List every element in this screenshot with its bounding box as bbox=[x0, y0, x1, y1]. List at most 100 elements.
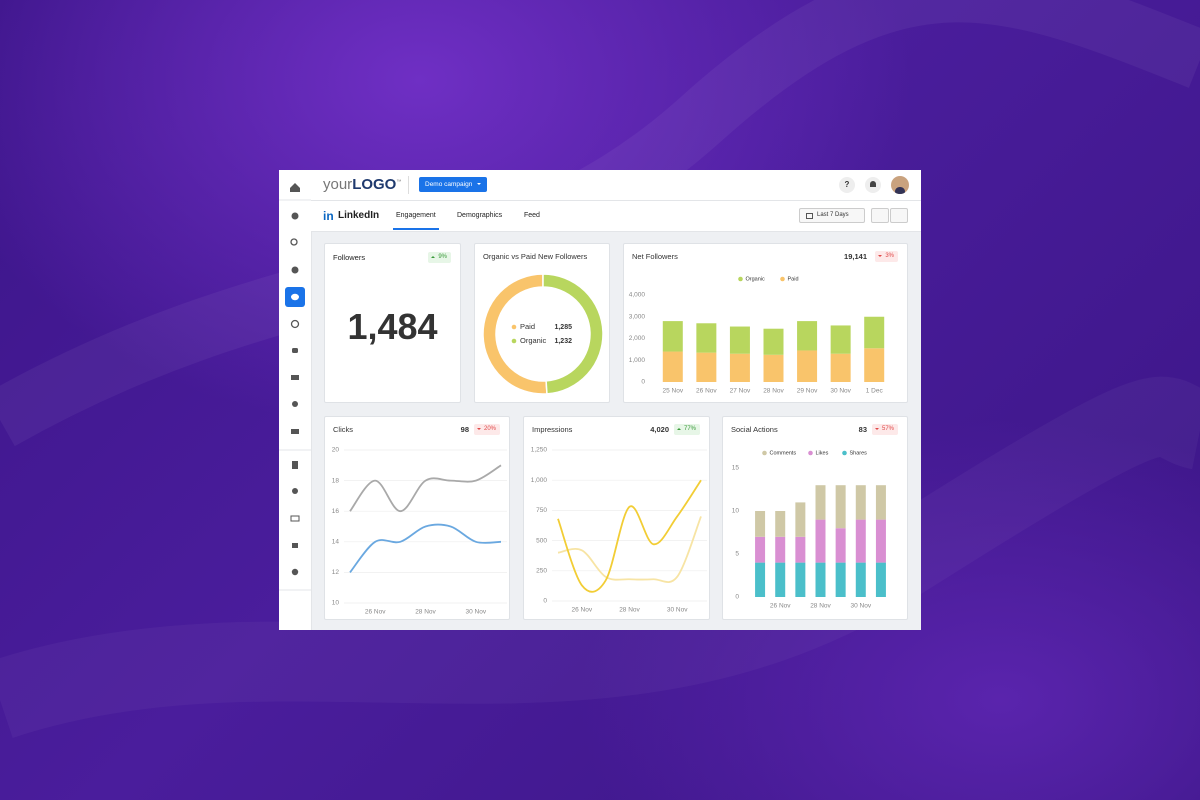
bar-segment bbox=[763, 328, 784, 355]
help-button[interactable]: ? bbox=[839, 177, 855, 193]
followers-value: 1,484 bbox=[347, 306, 438, 347]
line-series bbox=[349, 464, 502, 513]
analytics-icon[interactable] bbox=[291, 266, 299, 274]
x-tick-label: 1 Dec bbox=[866, 388, 884, 395]
change-badge: 57% bbox=[871, 424, 898, 435]
legend-label: Paid bbox=[788, 276, 799, 282]
bar-segment bbox=[775, 511, 786, 537]
share-button[interactable] bbox=[890, 208, 908, 223]
bar-segment bbox=[763, 354, 784, 382]
change-label: 3% bbox=[885, 253, 894, 259]
bar-segment bbox=[875, 519, 886, 563]
change-label: 77% bbox=[683, 426, 696, 432]
value-label: 1,232 bbox=[554, 338, 572, 345]
line-series bbox=[557, 479, 702, 593]
bar-segment bbox=[662, 321, 683, 352]
sidebar-icons bbox=[279, 183, 311, 591]
logo-main: LOGO bbox=[352, 176, 397, 193]
chart-card: Net Followers 19,141 0 1,000 2,000 3,000 4,000… bbox=[623, 243, 908, 403]
bar-segment bbox=[729, 326, 750, 354]
bar-segment bbox=[797, 350, 818, 382]
bar-segment bbox=[755, 562, 766, 597]
search-icon[interactable] bbox=[290, 238, 298, 246]
chart-card: Impressions 4,020 0 250 500 750 1,000 1,250 26 N… bbox=[523, 416, 710, 620]
legend-dot bbox=[511, 338, 517, 344]
call-icon[interactable] bbox=[292, 348, 298, 353]
y-tick-label: 2,000 bbox=[629, 335, 646, 342]
chart: Clicks 98 10 12 14 16 18 20 26 Nov 28 Nov 30 Nov bbox=[332, 425, 507, 616]
change-label: 20% bbox=[483, 426, 496, 432]
legend-dot bbox=[808, 450, 813, 456]
card-title: Followers bbox=[333, 253, 366, 262]
change-arrow bbox=[676, 426, 681, 430]
x-tick-label: 30 Nov bbox=[466, 609, 487, 616]
date-range-button[interactable]: Last 7 Days bbox=[799, 208, 865, 223]
avatar[interactable] bbox=[891, 176, 909, 194]
change-arrow bbox=[874, 428, 879, 432]
cart-icon[interactable] bbox=[291, 429, 299, 434]
y-tick-label: 14 bbox=[332, 539, 340, 546]
x-tick-label: 27 Nov bbox=[730, 388, 751, 395]
bar-segment bbox=[815, 485, 826, 520]
columns-button[interactable] bbox=[871, 208, 889, 223]
change-badge: 77% bbox=[673, 424, 700, 435]
card-total: 19,141 bbox=[844, 252, 867, 261]
card-total: 4,020 bbox=[650, 425, 669, 434]
y-tick-label: 750 bbox=[536, 507, 547, 514]
email-icon[interactable] bbox=[291, 375, 299, 380]
change-arrow bbox=[476, 428, 481, 432]
list-icon[interactable] bbox=[290, 515, 300, 522]
x-tick-label: 28 Nov bbox=[415, 609, 436, 616]
bar-segment bbox=[835, 485, 846, 529]
location-icon[interactable] bbox=[292, 401, 298, 407]
y-tick-label: 250 bbox=[536, 568, 547, 575]
change-badge: 3% bbox=[875, 251, 898, 262]
bar-segment bbox=[835, 528, 846, 563]
campaign-button[interactable]: Demo campaign bbox=[419, 177, 487, 192]
card-title: Net Followers bbox=[632, 252, 678, 261]
legend-label: Comments bbox=[770, 450, 797, 456]
x-tick-label: 30 Nov bbox=[850, 603, 871, 610]
donut-segment bbox=[482, 273, 548, 395]
card-title: Clicks bbox=[333, 425, 353, 434]
line-series bbox=[557, 516, 702, 583]
notifications-button[interactable] bbox=[865, 177, 881, 193]
y-tick-label: 500 bbox=[536, 537, 547, 544]
bar-segment bbox=[775, 536, 786, 563]
legend-label: Likes bbox=[816, 450, 829, 456]
y-tick-label: 4,000 bbox=[629, 292, 646, 299]
bar-segment bbox=[875, 562, 886, 597]
change-arrow bbox=[878, 255, 883, 259]
campaign-label: Demo campaign bbox=[425, 181, 473, 188]
legend-dot bbox=[780, 276, 785, 282]
tab-underline bbox=[393, 228, 439, 230]
bar-segment bbox=[662, 351, 683, 382]
tab[interactable]: Feed bbox=[524, 212, 540, 219]
nav-bar: in LinkedIn Engagement Demographics Feed… bbox=[311, 201, 921, 232]
bar-segment bbox=[855, 562, 866, 597]
logo[interactable]: yourLOGO™ bbox=[323, 176, 401, 193]
x-tick-label: 26 Nov bbox=[696, 388, 717, 395]
y-tick-label: 12 bbox=[332, 569, 340, 576]
y-tick-label: 0 bbox=[735, 594, 739, 601]
change-badge: 20% bbox=[473, 424, 500, 435]
card-title: Organic vs Paid New Followers bbox=[483, 252, 587, 261]
y-tick-label: 10 bbox=[332, 600, 340, 607]
report-icon[interactable] bbox=[292, 461, 298, 469]
y-tick-label: 18 bbox=[332, 477, 340, 484]
logo-tm: ™ bbox=[396, 179, 402, 185]
bar-segment bbox=[797, 321, 818, 351]
x-tick-label: 26 Nov bbox=[572, 607, 593, 614]
x-tick-label: 28 Nov bbox=[763, 388, 784, 395]
home-icon[interactable] bbox=[290, 183, 300, 192]
dashboard-icon[interactable] bbox=[291, 212, 299, 220]
legend-dot bbox=[511, 324, 517, 330]
seo-icon[interactable] bbox=[290, 319, 300, 329]
tab-active[interactable]: Engagement bbox=[396, 212, 436, 219]
card-title: Social Actions bbox=[731, 425, 778, 434]
settings-icon[interactable] bbox=[291, 568, 299, 576]
user-icon[interactable] bbox=[292, 488, 298, 494]
change-arrow bbox=[431, 254, 436, 258]
plug-icon[interactable] bbox=[292, 543, 298, 548]
tab[interactable]: Demographics bbox=[457, 212, 503, 219]
